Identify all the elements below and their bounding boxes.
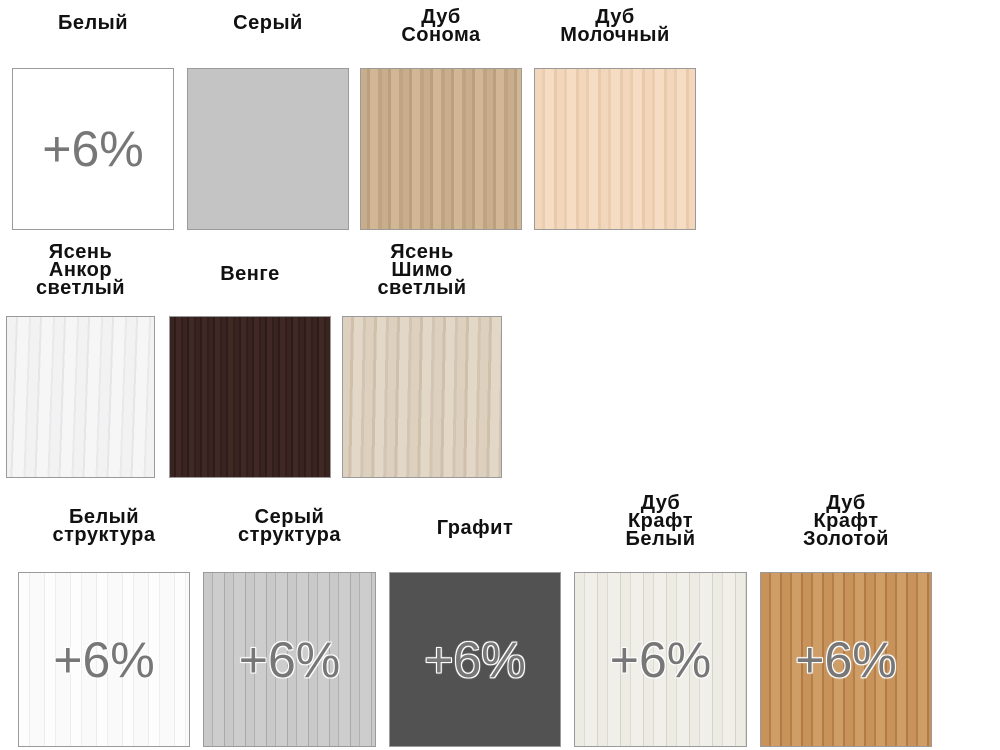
swatch-label-ash-ankor: Ясень Анкор светлый bbox=[35, 241, 126, 299]
swatch-label-ash-shimo: Ясень Шимо светлый bbox=[377, 241, 467, 299]
swatch-grey-structure[interactable]: +6% bbox=[203, 572, 376, 747]
swatch-label-oak-milk: Дуб Молочный bbox=[560, 6, 670, 46]
swatch-label-oak-kraft-white: Дуб Крафт Белый bbox=[625, 492, 696, 550]
swatch-oak-kraft-gold[interactable]: +6% bbox=[760, 572, 932, 747]
swatch-label-white: Белый bbox=[57, 12, 129, 34]
swatch-white[interactable]: +6% bbox=[12, 68, 174, 230]
surcharge-badge: +6% bbox=[795, 631, 897, 688]
swatch-label-oak-sonoma: Дуб Сонома bbox=[401, 6, 481, 46]
swatch-label-graphite: Графит bbox=[436, 517, 514, 539]
swatch-label-oak-kraft-gold: Дуб Крафт Золотой bbox=[803, 492, 889, 550]
swatch-ash-shimo[interactable] bbox=[342, 316, 502, 478]
swatch-label-grey: Серый bbox=[233, 12, 303, 34]
surcharge-badge: +6% bbox=[53, 631, 155, 688]
swatch-ash-ankor[interactable] bbox=[6, 316, 155, 478]
swatch-graphite[interactable]: +6% bbox=[389, 572, 561, 747]
swatch-oak-sonoma[interactable] bbox=[360, 68, 522, 230]
surcharge-badge: +6% bbox=[424, 631, 526, 688]
swatch-label-wenge: Венге bbox=[220, 263, 280, 285]
swatch-oak-milk[interactable] bbox=[534, 68, 696, 230]
swatch-label-white-structure: Белый структура bbox=[52, 506, 156, 546]
swatch-grey[interactable] bbox=[187, 68, 349, 230]
surcharge-badge: +6% bbox=[238, 631, 341, 688]
surcharge-badge: +6% bbox=[42, 121, 144, 177]
swatch-wenge[interactable] bbox=[169, 316, 331, 478]
swatch-oak-kraft-white[interactable]: +6% bbox=[574, 572, 747, 747]
surcharge-badge: +6% bbox=[609, 631, 712, 688]
swatch-label-grey-structure: Серый структура bbox=[238, 506, 341, 546]
swatch-white-structure[interactable]: +6% bbox=[18, 572, 190, 747]
